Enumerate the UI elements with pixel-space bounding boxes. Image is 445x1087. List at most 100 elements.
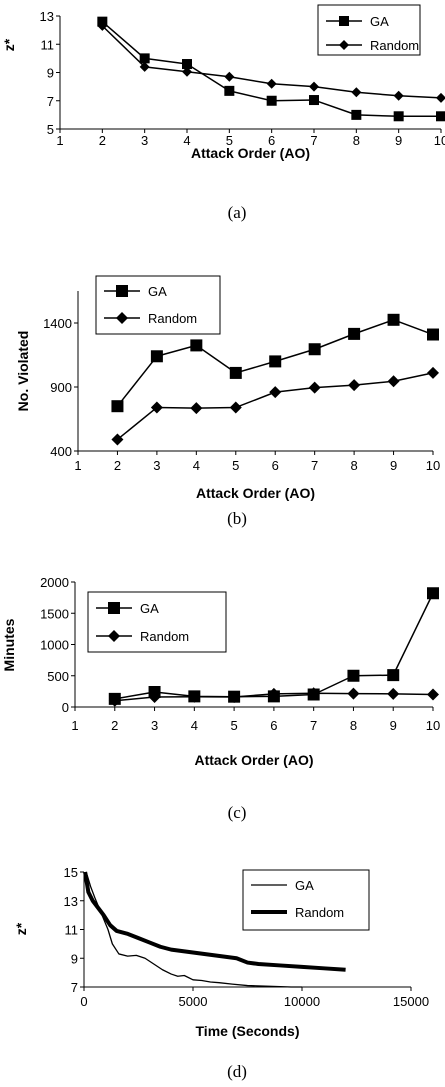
data-point bbox=[139, 61, 150, 72]
data-point bbox=[427, 688, 439, 701]
data-point bbox=[97, 20, 108, 31]
data-point bbox=[436, 92, 445, 103]
x-axis-label: Attack Order (AO) bbox=[191, 145, 310, 161]
data-point bbox=[393, 90, 404, 101]
x-tick-label: 5 bbox=[230, 718, 237, 733]
legend-label: GA bbox=[370, 14, 389, 29]
x-tick-label: 5000 bbox=[179, 994, 208, 1009]
series-ga bbox=[111, 313, 439, 413]
data-point bbox=[229, 366, 242, 379]
data-point bbox=[351, 109, 362, 120]
legend-box bbox=[317, 4, 421, 56]
data-point bbox=[182, 59, 192, 70]
y-tick-label: 13 bbox=[40, 9, 54, 24]
x-tick-label: 9 bbox=[395, 133, 402, 148]
data-point bbox=[347, 669, 360, 682]
x-tick-label: 8 bbox=[350, 458, 357, 473]
data-point bbox=[307, 687, 320, 700]
data-point bbox=[308, 343, 321, 356]
data-point bbox=[266, 95, 277, 106]
data-point bbox=[347, 687, 360, 700]
series-random bbox=[97, 20, 445, 103]
x-tick-label: 8 bbox=[350, 718, 357, 733]
x-tick-label: 3 bbox=[151, 718, 158, 733]
data-point bbox=[387, 687, 400, 700]
x-tick-label: 3 bbox=[153, 458, 160, 473]
x-tick-label: 9 bbox=[390, 718, 397, 733]
y-tick-label: 2000 bbox=[40, 575, 69, 590]
y-axis-label: No. Violated bbox=[15, 331, 31, 412]
y-axis-label: Minutes bbox=[1, 618, 17, 671]
y-tick-label: 11 bbox=[65, 923, 79, 938]
x-tick-label: 10 bbox=[426, 458, 440, 473]
data-point bbox=[108, 694, 121, 707]
legend-label: GA bbox=[295, 878, 314, 893]
data-point bbox=[309, 81, 319, 92]
chart-d: 0 5000 10000 15000 7 9 11 13 15 Time (Seconds) z* G… bbox=[13, 865, 429, 1081]
series-line bbox=[85, 871, 302, 988]
x-tick-label: 10 bbox=[426, 718, 440, 733]
legend-label: Random bbox=[295, 905, 344, 920]
x-tick-label: 10 bbox=[434, 133, 445, 148]
x-tick-label: 7 bbox=[311, 458, 318, 473]
series-random bbox=[83, 871, 346, 972]
data-point bbox=[436, 111, 445, 122]
x-tick-label: 7 bbox=[310, 718, 317, 733]
chart-a: 1 2 3 4 5 6 7 8 9 10 5 7 9 11 13 Attack Order (AO) z* GA R… bbox=[1, 4, 445, 222]
y-tick-label: 500 bbox=[47, 669, 69, 684]
data-point bbox=[229, 401, 242, 414]
x-tick-label: 1 bbox=[71, 718, 78, 733]
x-tick-label: 4 bbox=[191, 718, 198, 733]
x-tick-label: 9 bbox=[390, 458, 397, 473]
chart-b: 1 2 3 4 5 6 7 8 9 10 400 900 1400 Attack Order (AO) No… bbox=[15, 275, 440, 528]
x-tick-label: 0 bbox=[80, 994, 87, 1009]
x-tick-label: 10000 bbox=[284, 994, 320, 1009]
data-point bbox=[188, 690, 201, 703]
x-axis-label: Attack Order (AO) bbox=[194, 752, 313, 768]
legend-marker bbox=[339, 40, 349, 50]
data-point bbox=[427, 328, 439, 341]
series-random bbox=[111, 366, 439, 446]
legend-label: Random bbox=[140, 629, 189, 644]
legend: GA Random bbox=[87, 591, 227, 653]
x-tick-label: 2 bbox=[111, 718, 118, 733]
x-tick-label: 2 bbox=[114, 458, 121, 473]
data-point bbox=[387, 313, 400, 326]
data-point bbox=[148, 691, 161, 703]
legend: GA Random bbox=[317, 4, 421, 56]
legend-label: GA bbox=[148, 284, 167, 299]
data-point bbox=[150, 350, 163, 363]
x-tick-label: 1 bbox=[56, 133, 63, 148]
data-point bbox=[267, 687, 280, 700]
legend: GA Random bbox=[95, 275, 221, 335]
data-point bbox=[190, 402, 203, 415]
legend-label: Random bbox=[370, 38, 419, 53]
y-tick-label: 900 bbox=[50, 380, 72, 395]
data-point bbox=[150, 401, 163, 414]
y-tick-label: 9 bbox=[71, 951, 78, 966]
data-point bbox=[269, 355, 282, 368]
legend: GA Random bbox=[242, 869, 370, 931]
x-axis-label: Attack Order (AO) bbox=[196, 485, 315, 501]
y-tick-label: 1000 bbox=[40, 638, 69, 653]
figure-caption: (c) bbox=[228, 803, 247, 822]
data-point bbox=[393, 111, 404, 122]
data-point bbox=[351, 87, 362, 98]
x-axis-label: Time (Seconds) bbox=[196, 1023, 300, 1039]
x-tick-label: 7 bbox=[310, 133, 317, 148]
data-point bbox=[427, 366, 439, 379]
data-point bbox=[224, 71, 235, 82]
data-point bbox=[348, 327, 361, 340]
x-tick-label: 4 bbox=[193, 458, 200, 473]
y-axis-label: z* bbox=[13, 922, 29, 935]
x-tick-label: 2 bbox=[99, 133, 106, 148]
x-tick-label: 6 bbox=[270, 718, 277, 733]
y-tick-label: 0 bbox=[62, 700, 69, 715]
x-tick-label: 5 bbox=[232, 458, 239, 473]
x-tick-label: 1 bbox=[74, 458, 81, 473]
legend-box bbox=[242, 869, 370, 931]
series-ga bbox=[85, 871, 302, 988]
legend-label: GA bbox=[140, 601, 159, 616]
data-point bbox=[228, 691, 241, 703]
